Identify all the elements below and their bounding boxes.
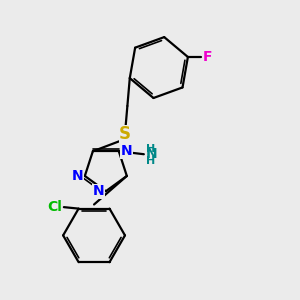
Text: N: N bbox=[72, 169, 83, 183]
Text: N: N bbox=[145, 147, 157, 161]
Text: S: S bbox=[119, 125, 131, 143]
Text: Cl: Cl bbox=[47, 200, 62, 214]
Text: H: H bbox=[146, 144, 155, 154]
Text: F: F bbox=[202, 50, 212, 64]
Text: N: N bbox=[120, 144, 132, 158]
Text: H: H bbox=[146, 156, 155, 166]
Text: N: N bbox=[93, 184, 104, 198]
